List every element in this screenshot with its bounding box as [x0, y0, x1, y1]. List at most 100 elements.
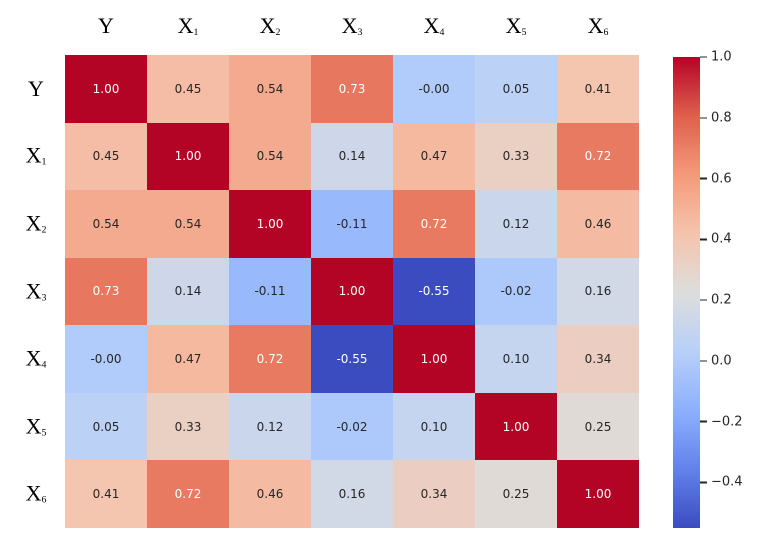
axis-label-subscript: 4 — [439, 26, 445, 38]
axis-label-subscript: 6 — [603, 26, 609, 38]
row-label: X3 — [25, 278, 47, 304]
heatmap-cell: -0.00 — [393, 55, 475, 123]
heatmap-cell: -0.00 — [65, 325, 147, 393]
heatmap-cell: 1.00 — [311, 257, 393, 326]
heatmap-cell: 0.54 — [65, 190, 147, 258]
row-label: X6 — [25, 480, 47, 506]
colorbar-tick: 0.2 — [700, 294, 732, 307]
heatmap-cell: 0.12 — [229, 392, 311, 461]
heatmap-cell: 0.46 — [229, 460, 311, 528]
colorbar-tick-value: 0.2 — [711, 292, 732, 308]
heatmap-cell: 0.45 — [65, 122, 147, 191]
row-label: X2 — [25, 210, 47, 236]
colorbar-tick-value: 0.4 — [711, 231, 732, 247]
colorbar-tick-value: 0.8 — [711, 110, 732, 126]
heatmap-cell: 0.16 — [557, 257, 639, 326]
heatmap-cell: 0.10 — [475, 325, 557, 393]
colorbar-tick: −0.4 — [700, 476, 743, 489]
heatmap-grid: 1.00 0.45 0.54 0.73 -0.00 0.05 0.41 0.45 1.00 0.5… — [65, 55, 639, 528]
colorbar-tick: −0.2 — [700, 415, 743, 428]
axis-label-subscript: 1 — [193, 26, 199, 38]
heatmap-cell: 0.14 — [311, 122, 393, 191]
heatmap-cell: 1.00 — [557, 460, 639, 528]
heatmap-cell: 1.00 — [65, 55, 147, 123]
heatmap-cell: 0.12 — [475, 190, 557, 258]
heatmap-cell: 0.73 — [65, 257, 147, 326]
colorbar-tick: 0.4 — [700, 233, 732, 246]
colorbar-tick-mark — [700, 360, 707, 362]
heatmap-cell: 0.54 — [229, 55, 311, 123]
col-header-label: X6 — [587, 13, 609, 38]
row-label: X1 — [25, 143, 47, 168]
colorbar-tick-value: 0.0 — [711, 353, 732, 369]
heatmap-cell: 0.34 — [393, 460, 475, 528]
heatmap-cell: 0.47 — [393, 122, 475, 191]
heatmap-cell: 0.54 — [229, 122, 311, 191]
heatmap-cell: -0.11 — [229, 257, 311, 326]
heatmap-cell: -0.55 — [393, 257, 475, 326]
heatmap-cell: 1.00 — [229, 190, 311, 258]
heatmap-cell: 1.00 — [393, 325, 475, 393]
heatmap-cell: 0.46 — [557, 190, 639, 258]
heatmap-cell: -0.55 — [311, 325, 393, 393]
colorbar-tick: 1.0 — [700, 51, 732, 64]
heatmap-cell: 0.16 — [311, 460, 393, 528]
colorbar-gradient — [673, 57, 700, 528]
heatmap-cell: 0.25 — [557, 392, 639, 461]
row-label: X4 — [25, 345, 47, 371]
colorbar-tick-mark — [700, 117, 707, 119]
colorbar-tick-mark — [700, 238, 707, 240]
colorbar-tick-value: 1.0 — [711, 49, 732, 65]
row-label: Y — [28, 75, 44, 101]
heatmap-cell: -0.02 — [311, 392, 393, 461]
heatmap-cell: -0.11 — [311, 190, 393, 258]
heatmap-cell: 0.72 — [147, 460, 229, 528]
axis-label-subscript: 4 — [41, 359, 47, 371]
col-header-label: Y — [98, 13, 114, 38]
axis-label-subscript: 6 — [41, 494, 47, 506]
heatmap-cell: 0.72 — [229, 325, 311, 393]
colorbar-tick-value: −0.2 — [711, 414, 743, 430]
axis-label-subscript: 5 — [521, 26, 527, 38]
heatmap-cell: 0.14 — [147, 257, 229, 326]
colorbar-tick-mark — [700, 177, 707, 180]
heatmap-cell: 0.05 — [65, 392, 147, 461]
colorbar-tick-mark — [700, 56, 707, 58]
colorbar: 1.0 0.8 0.6 0.4 0.2 0.0 −0.2 −0.4 — [673, 51, 743, 528]
heatmap-cell: 0.41 — [65, 460, 147, 528]
colorbar-tick-mark — [700, 299, 707, 301]
heatmap-cell: 0.73 — [311, 55, 393, 123]
heatmap-cell: 0.33 — [147, 392, 229, 461]
col-header-label: X1 — [177, 13, 199, 38]
heatmap-cell: 0.05 — [475, 55, 557, 123]
heatmap-cell: 1.00 — [475, 392, 557, 461]
colorbar-tick-mark — [700, 481, 707, 484]
heatmap-cell: 0.72 — [557, 122, 639, 191]
heatmap-cell: 0.10 — [393, 392, 475, 461]
colorbar-tick-value: −0.4 — [711, 474, 743, 490]
col-header-label: X3 — [341, 13, 363, 38]
colorbar-tick-mark — [700, 420, 707, 423]
heatmap-cell: 0.25 — [475, 460, 557, 528]
heatmap-cell: 0.47 — [147, 325, 229, 393]
heatmap-cell: 0.54 — [147, 190, 229, 258]
colorbar-tick: 0.8 — [700, 111, 732, 124]
heatmap-cell: 1.00 — [147, 122, 229, 191]
col-header-label: X4 — [423, 13, 445, 38]
axis-label-subscript: 2 — [41, 224, 47, 236]
axis-label-subscript: 3 — [41, 291, 47, 303]
heatmap-cell: 0.72 — [393, 190, 475, 258]
heatmap-cell: 0.33 — [475, 122, 557, 191]
heatmap-cell: -0.02 — [475, 257, 557, 326]
axis-label-subscript: 2 — [275, 26, 281, 38]
colorbar-tick: 0.0 — [700, 354, 732, 367]
col-header-label: X5 — [505, 13, 527, 38]
axis-label-subscript: 5 — [41, 427, 47, 439]
axis-label-subscript: 3 — [357, 26, 363, 38]
heatmap-cell: 0.41 — [557, 55, 639, 123]
colorbar-tick-value: 0.6 — [711, 171, 732, 187]
colorbar-tick: 0.6 — [700, 172, 732, 185]
heatmap-cell: 0.34 — [557, 325, 639, 393]
axis-label-subscript: 1 — [41, 156, 47, 168]
